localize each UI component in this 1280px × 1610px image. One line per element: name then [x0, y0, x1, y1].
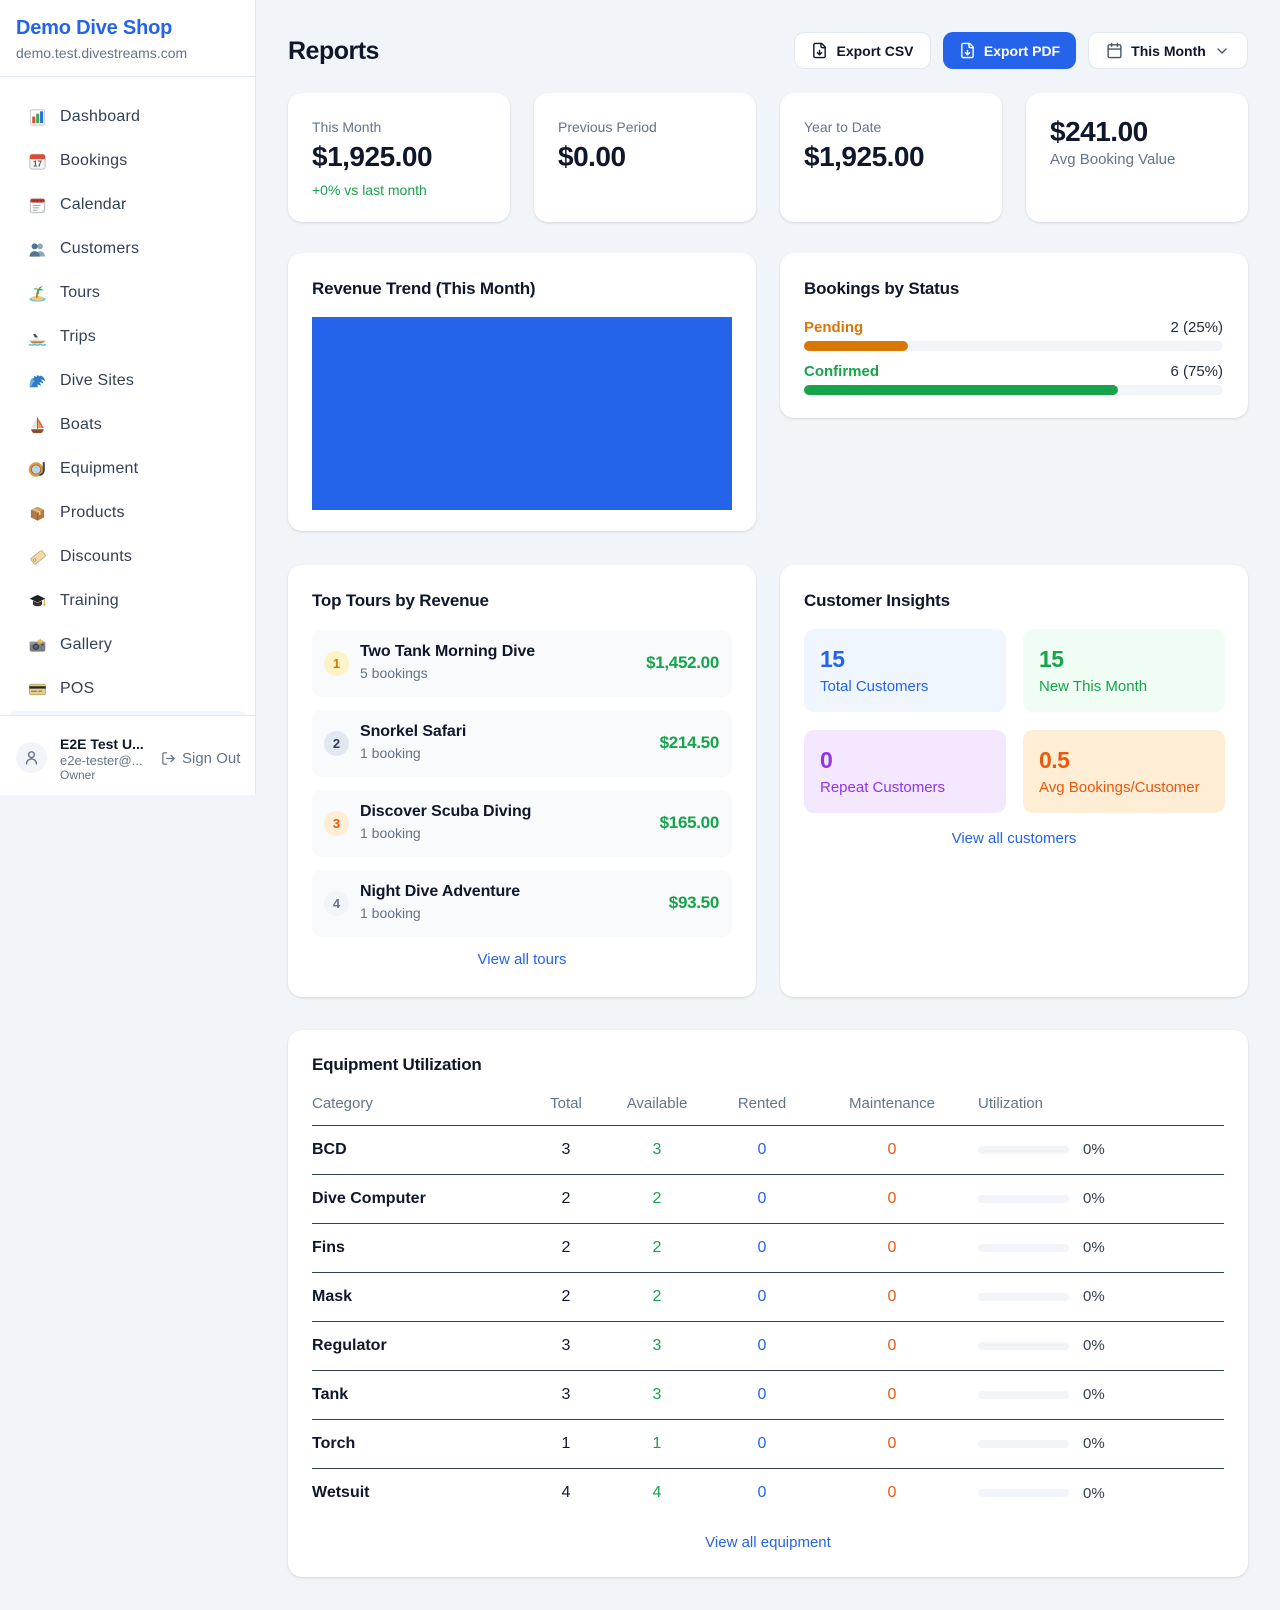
svg-text:17: 17 — [33, 159, 42, 168]
